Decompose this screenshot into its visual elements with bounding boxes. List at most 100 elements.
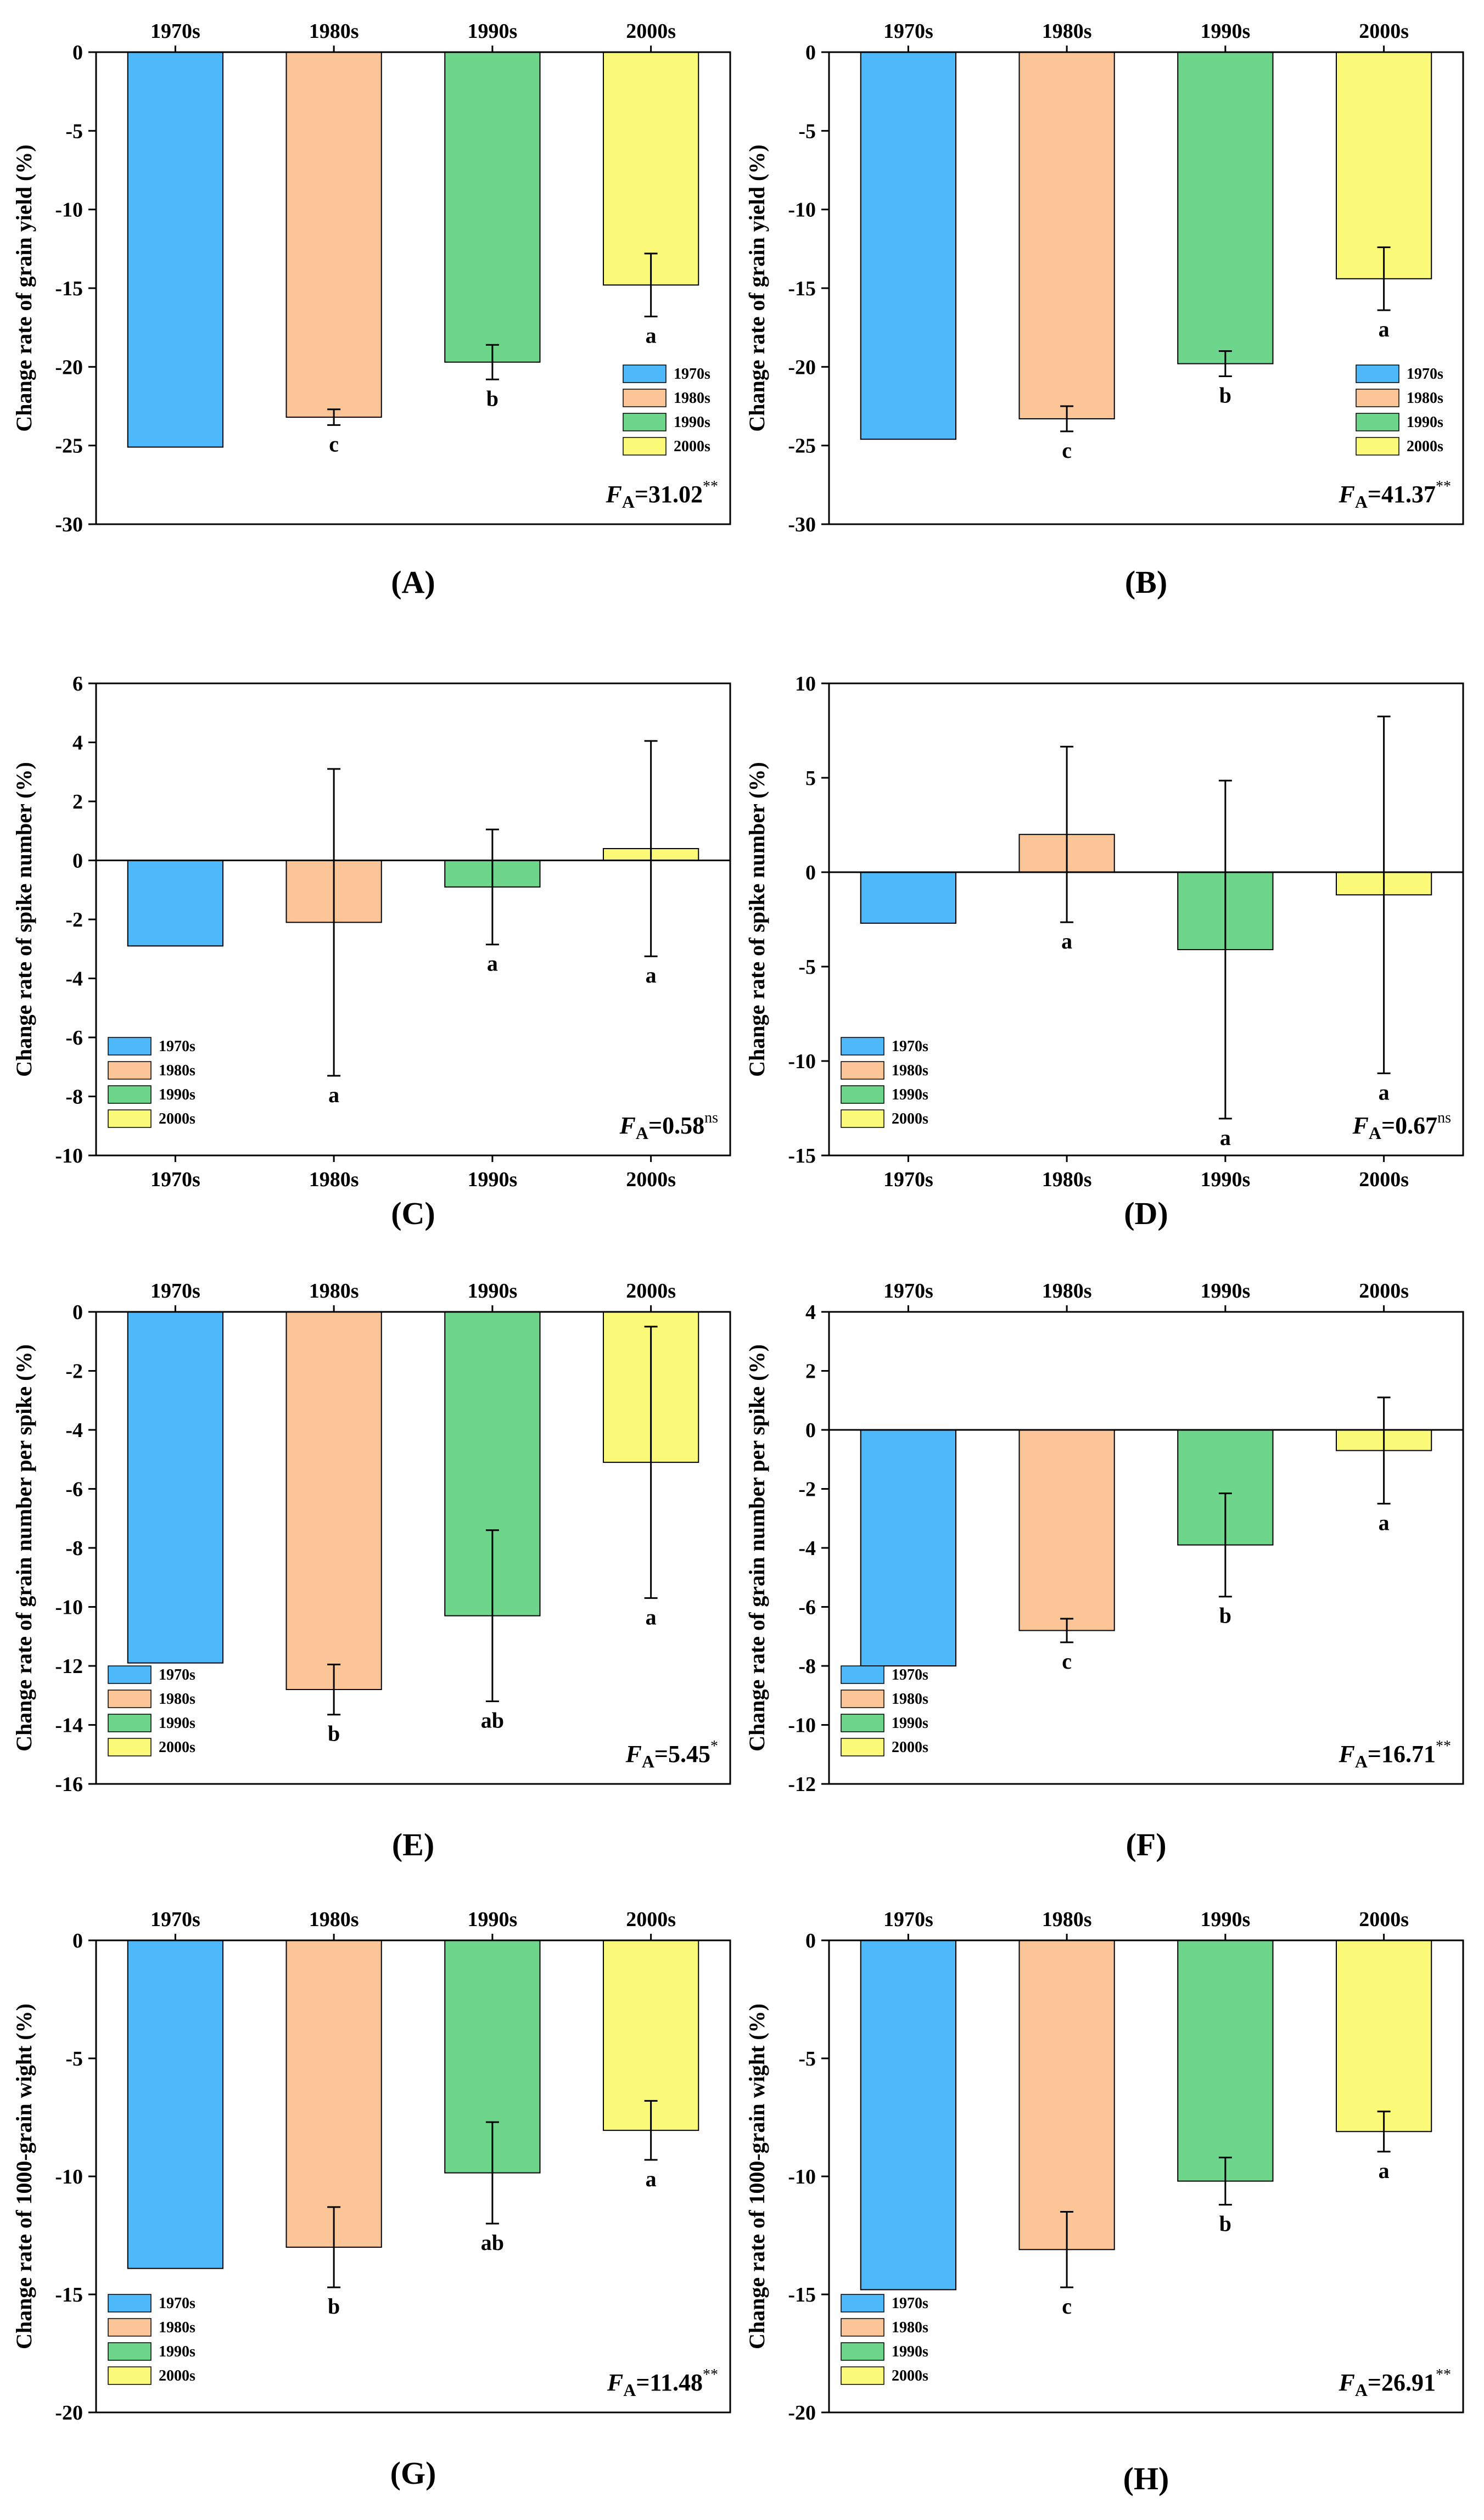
- f-value: =0.58: [648, 1112, 704, 1139]
- y-tick-label: -5: [798, 956, 816, 979]
- y-tick-label: -15: [55, 277, 83, 300]
- plot-frame: [828, 682, 1464, 1157]
- legend-swatch-1990s: [841, 1085, 884, 1104]
- legend-swatch-1980s: [841, 2318, 884, 2337]
- panel-label: (C): [391, 1196, 435, 1231]
- y-tick-label: 2: [72, 790, 83, 813]
- f-statistic: FA=26.91**: [1338, 2366, 1451, 2400]
- significance-letter: ab: [481, 1708, 504, 1733]
- legend-swatch-2000s: [108, 1738, 152, 1756]
- y-tick-label: -10: [55, 199, 83, 222]
- legend-swatch-2000s: [108, 2366, 152, 2385]
- bar-1970s: [860, 52, 956, 440]
- y-tick-label: -15: [788, 1144, 816, 1168]
- y-tick-label: -12: [788, 1773, 816, 1796]
- f-significance: ns: [704, 1109, 718, 1126]
- bar-1990s: [1177, 52, 1274, 364]
- chart-panel-h: c b a 0 -5 -10 -15 -20 1970s 1980s 1990s 2000s Chang…: [744, 1908, 1464, 2496]
- y-tick-label: -10: [788, 199, 816, 222]
- x-tick-label: 1980s: [309, 20, 359, 43]
- significance-letter: ab: [481, 2230, 504, 2255]
- f-value: =11.48: [636, 2369, 703, 2396]
- f-statistic: FA=16.71**: [1338, 1738, 1451, 1771]
- y-tick-label: -4: [65, 968, 83, 991]
- y-tick-label: 4: [805, 1301, 816, 1324]
- x-tick-label: 2000s: [1359, 1908, 1409, 1931]
- x-tick-label: 1970s: [883, 1168, 933, 1191]
- significance-letter: a: [1379, 1510, 1390, 1535]
- bar-1990s: [444, 52, 541, 363]
- significance-letter: b: [328, 1721, 340, 1746]
- f-significance: **: [1436, 478, 1451, 495]
- x-tick-label: 1990s: [1200, 1908, 1250, 1931]
- x-tick-label: 1980s: [309, 1908, 359, 1931]
- legend-swatch-1970s: [108, 1037, 152, 1056]
- f-value: =16.71: [1368, 1741, 1436, 1767]
- bar-1980s: [1018, 1940, 1115, 2250]
- x-tick-label: 1970s: [883, 20, 933, 43]
- x-tick-label: 2000s: [1359, 20, 1409, 43]
- panel-label: (D): [1124, 1196, 1168, 1231]
- y-tick-label: -25: [788, 435, 816, 458]
- legend-swatch-2000s: [1356, 437, 1399, 456]
- significance-letter: a: [1379, 1080, 1390, 1104]
- x-tick-label: 1980s: [309, 1279, 359, 1303]
- f-value: =5.45: [654, 1741, 710, 1767]
- y-tick-label: -8: [65, 1537, 83, 1560]
- f-statistic: FA=31.02**: [605, 478, 718, 512]
- y-tick-label: -14: [55, 1714, 83, 1737]
- y-tick-label: -2: [65, 1360, 83, 1383]
- legend-swatch-1990s: [841, 1714, 884, 1732]
- significance-letter: c: [1062, 438, 1072, 463]
- y-tick-label: 5: [805, 767, 816, 790]
- f-letter: F: [1338, 2369, 1354, 2396]
- f-subscript: A: [1355, 1752, 1368, 1771]
- significance-letter: b: [328, 2294, 340, 2319]
- x-tick-label: 1980s: [1042, 1168, 1092, 1191]
- f-subscript: A: [623, 2380, 636, 2400]
- y-tick-label: -6: [65, 1026, 83, 1049]
- f-value: =0.67: [1381, 1112, 1437, 1139]
- bar-1970s: [127, 1311, 223, 1664]
- x-tick-label: 1980s: [1042, 1279, 1092, 1303]
- legend-label-2000s: 2000s: [892, 1739, 928, 1756]
- legend-label-2000s: 2000s: [159, 1739, 195, 1756]
- panel-label: (E): [392, 1827, 434, 1862]
- y-tick-label: -20: [55, 356, 83, 379]
- f-significance: **: [1436, 2366, 1451, 2383]
- f-letter: F: [1338, 481, 1354, 508]
- f-subscript: A: [1355, 2380, 1368, 2400]
- y-tick-label: 6: [72, 672, 83, 695]
- f-subscript: A: [622, 492, 635, 512]
- y-tick-label: 0: [805, 1419, 816, 1442]
- legend-swatch-1980s: [1356, 389, 1399, 407]
- legend-swatch-1970s: [841, 1665, 884, 1684]
- y-tick-label: -5: [798, 120, 816, 143]
- bar-2000s: [603, 52, 699, 286]
- significance-letter: c: [1062, 1649, 1072, 1674]
- legend-swatch-1970s: [1356, 364, 1399, 383]
- y-tick-label: 0: [72, 850, 83, 873]
- legend-label-1990s: 1990s: [159, 1715, 195, 1732]
- legend-swatch-1990s: [623, 413, 667, 431]
- significance-letter: a: [487, 951, 498, 976]
- significance-letter: a: [646, 2167, 657, 2191]
- significance-letter: a: [646, 963, 657, 987]
- f-subscript: A: [1355, 492, 1368, 512]
- x-tick-label: 1990s: [467, 1908, 517, 1931]
- f-statistic: FA=11.48**: [607, 2366, 718, 2400]
- bar-1980s: [285, 52, 382, 418]
- y-axis-title: Change rate of spike number (%): [12, 762, 36, 1077]
- bar-1980s: [1018, 52, 1115, 419]
- y-tick-label: 2: [805, 1360, 816, 1383]
- y-tick-label: -2: [65, 908, 83, 931]
- y-tick-label: 0: [805, 1929, 816, 1952]
- legend-label-1980s: 1980s: [892, 1691, 928, 1708]
- legend-swatch-1990s: [841, 2342, 884, 2361]
- legend-label-2000s: 2000s: [159, 1110, 195, 1127]
- x-tick-label: 1970s: [150, 20, 200, 43]
- x-tick-label: 1970s: [150, 1279, 200, 1303]
- y-tick-label: -30: [788, 513, 816, 536]
- legend-label-1990s: 1990s: [892, 1715, 928, 1732]
